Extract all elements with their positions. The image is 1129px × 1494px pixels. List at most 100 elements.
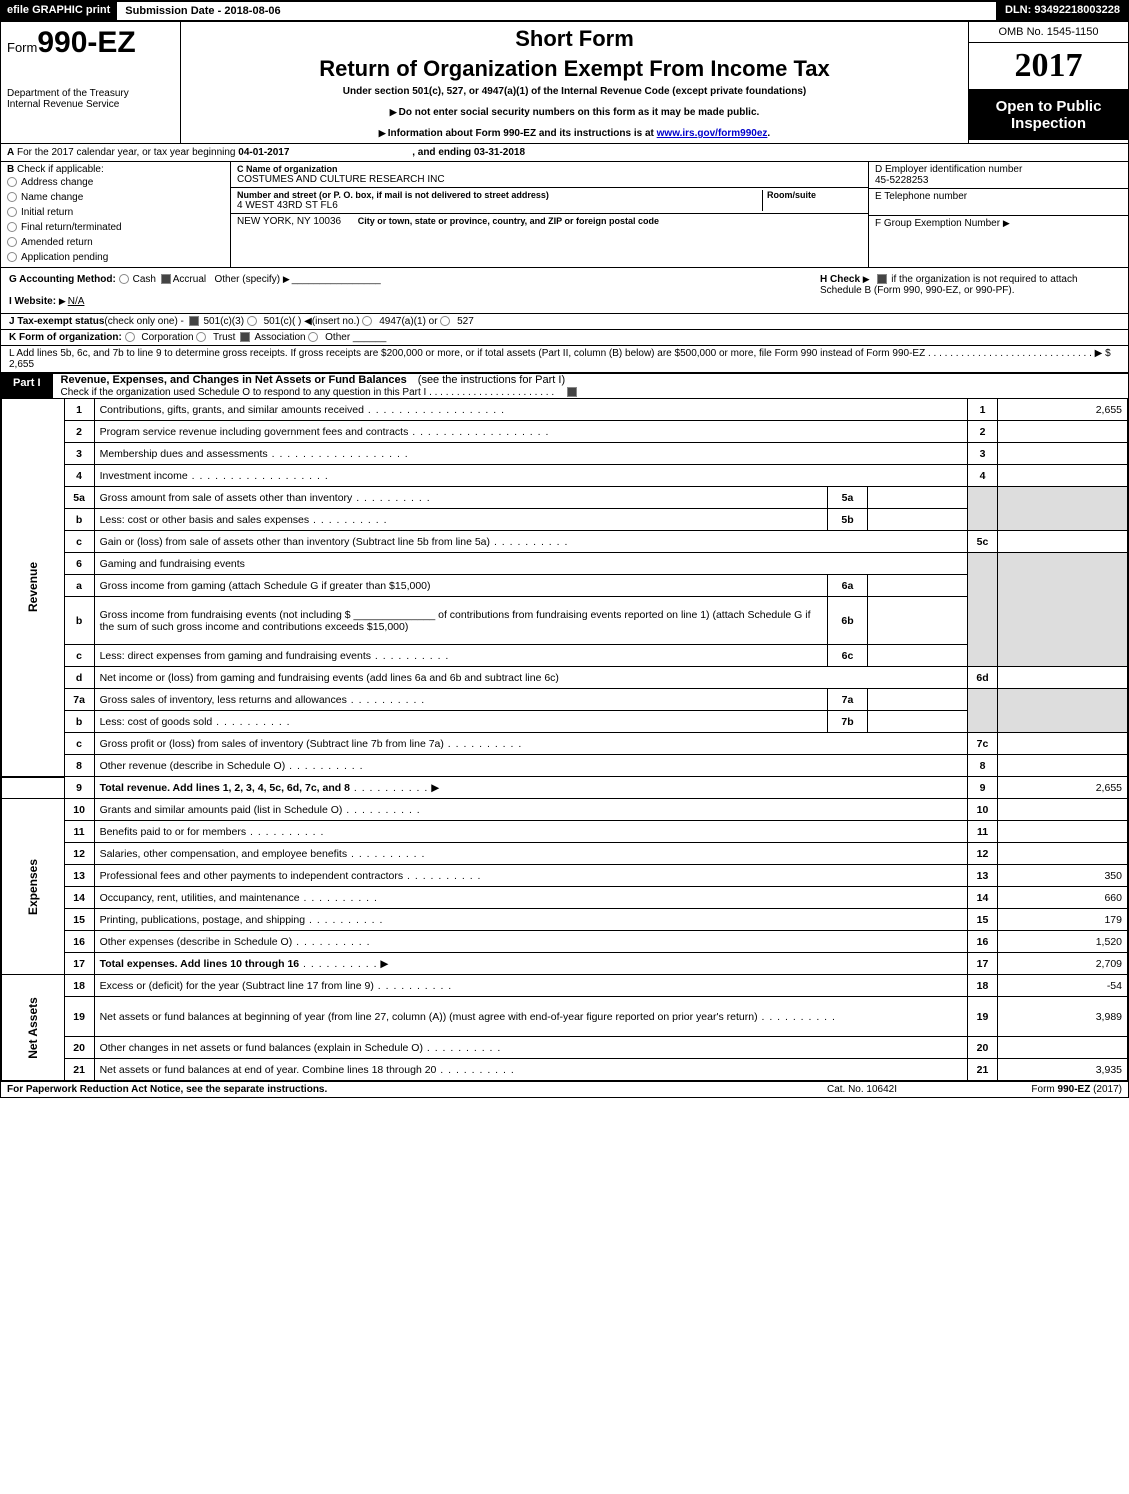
line-midnum: 7b <box>828 711 868 733</box>
info-link-line: Information about Form 990-EZ and its in… <box>189 128 960 139</box>
info-post: . <box>767 128 770 139</box>
radio-icon[interactable] <box>125 332 135 342</box>
b-opt-3: Final return/terminated <box>21 222 122 233</box>
j-opt-3: 527 <box>457 316 474 327</box>
d-ein-label: D Employer identification number <box>875 164 1122 175</box>
line-num: c <box>64 733 94 755</box>
department: Department of the Treasury Internal Reve… <box>7 88 174 110</box>
line-rnum: 20 <box>968 1037 998 1059</box>
checkbox-icon[interactable] <box>877 274 887 284</box>
checkbox-icon[interactable] <box>567 387 577 397</box>
line-rval <box>998 755 1128 777</box>
line-midnum: 6a <box>828 575 868 597</box>
g-label: G Accounting Method: <box>9 274 116 285</box>
line-rnum: 6d <box>968 667 998 689</box>
line-desc: Membership dues and assessments <box>94 443 967 465</box>
g-opt-1: Accrual <box>173 274 206 285</box>
irs-link[interactable]: www.irs.gov/form990ez <box>657 128 768 139</box>
checkbox-icon[interactable] <box>189 316 199 326</box>
radio-icon[interactable] <box>7 222 17 232</box>
form-prefix: Form <box>7 40 37 55</box>
radio-icon[interactable] <box>247 316 257 326</box>
row-k-formorg: K Form of organization: Corporation Trus… <box>1 329 1128 345</box>
g-opt-0: Cash <box>133 274 156 285</box>
form-990ez-page: efile GRAPHIC print Submission Date - 20… <box>0 0 1129 1098</box>
radio-icon[interactable] <box>7 192 17 202</box>
line-desc: Professional fees and other payments to … <box>94 865 967 887</box>
line-rval <box>998 821 1128 843</box>
b-opt-1: Name change <box>21 192 83 203</box>
j-opt-1: 501(c)( ) ◀(insert no.) <box>264 316 360 327</box>
line-num: 2 <box>64 421 94 443</box>
line-rnum: 9 <box>968 777 998 799</box>
header: Form990-EZ Department of the Treasury In… <box>1 21 1128 143</box>
line-desc: Less: cost of goods sold <box>94 711 827 733</box>
expenses-sidebar: Expenses <box>2 799 65 975</box>
d-grp-label: F Group Exemption Number <box>875 218 1122 229</box>
line-midval <box>868 575 968 597</box>
line-rval: 660 <box>998 887 1128 909</box>
line-desc: Gross amount from sale of assets other t… <box>94 487 827 509</box>
under-section: Under section 501(c), 527, or 4947(a)(1)… <box>189 86 960 97</box>
line-rval <box>998 421 1128 443</box>
checkbox-icon[interactable] <box>240 332 250 342</box>
line-num: 11 <box>64 821 94 843</box>
radio-icon[interactable] <box>308 332 318 342</box>
line-num: 13 <box>64 865 94 887</box>
netassets-sidebar: Net Assets <box>2 975 65 1081</box>
b-opt-0: Address change <box>21 177 93 188</box>
line-num: 19 <box>64 997 94 1037</box>
top-bar: efile GRAPHIC print Submission Date - 20… <box>1 1 1128 21</box>
radio-icon[interactable] <box>440 316 450 326</box>
radio-icon[interactable] <box>7 177 17 187</box>
line-desc: Gross income from gaming (attach Schedul… <box>94 575 827 597</box>
b-opt-2: Initial return <box>21 207 73 218</box>
k-label: K Form of organization: <box>9 332 122 343</box>
line-desc: Gross profit or (loss) from sales of inv… <box>94 733 967 755</box>
info-pre: Information about Form 990-EZ and its in… <box>388 128 657 139</box>
shade <box>998 553 1128 667</box>
line-rnum: 12 <box>968 843 998 865</box>
row-a-mid: , and ending <box>412 147 474 158</box>
dln-badge: DLN: 93492218003228 <box>997 1 1128 21</box>
footer-mid: Cat. No. 10642I <box>762 1084 962 1095</box>
line-num: 4 <box>64 465 94 487</box>
line-num: 9 <box>64 777 94 799</box>
radio-icon[interactable] <box>362 316 372 326</box>
line-num: 17 <box>64 953 94 975</box>
row-l-grossreceipts: L Add lines 5b, 6c, and 7b to line 9 to … <box>1 345 1128 372</box>
line-desc: Program service revenue including govern… <box>94 421 967 443</box>
row-gh: G Accounting Method: Cash Accrual Other … <box>1 267 1128 313</box>
footer-left: For Paperwork Reduction Act Notice, see … <box>7 1084 762 1095</box>
line-desc: Gross sales of inventory, less returns a… <box>94 689 827 711</box>
radio-icon[interactable] <box>7 237 17 247</box>
line-rval <box>998 667 1128 689</box>
d-ein-value: 45-5228253 <box>875 175 1122 186</box>
line-rval <box>998 443 1128 465</box>
line-num: b <box>64 509 94 531</box>
line-num: 21 <box>64 1059 94 1081</box>
shade <box>968 487 998 531</box>
line-desc: Excess or (deficit) for the year (Subtra… <box>94 975 967 997</box>
line-rval <box>998 843 1128 865</box>
row-a-begin: 04-01-2017 <box>238 147 289 158</box>
line-rnum: 14 <box>968 887 998 909</box>
radio-icon[interactable] <box>7 207 17 217</box>
line-rnum: 7c <box>968 733 998 755</box>
line-rval <box>998 465 1128 487</box>
radio-icon[interactable] <box>119 274 129 284</box>
radio-icon[interactable] <box>7 252 17 262</box>
line-midval <box>868 487 968 509</box>
row-j-taxexempt: J Tax-exempt status(check only one) - 50… <box>1 313 1128 329</box>
short-form-title: Short Form <box>189 26 960 52</box>
line-midnum: 5b <box>828 509 868 531</box>
checkbox-icon[interactable] <box>161 274 171 284</box>
j-label: J Tax-exempt status <box>9 316 104 327</box>
header-right: OMB No. 1545-1150 2017 Open to Public In… <box>968 22 1128 143</box>
line-rval: 2,709 <box>998 953 1128 975</box>
line-num: 3 <box>64 443 94 465</box>
shade <box>968 689 998 733</box>
line-rnum: 10 <box>968 799 998 821</box>
h-check: H Check if the organization is not requi… <box>820 274 1120 307</box>
radio-icon[interactable] <box>196 332 206 342</box>
